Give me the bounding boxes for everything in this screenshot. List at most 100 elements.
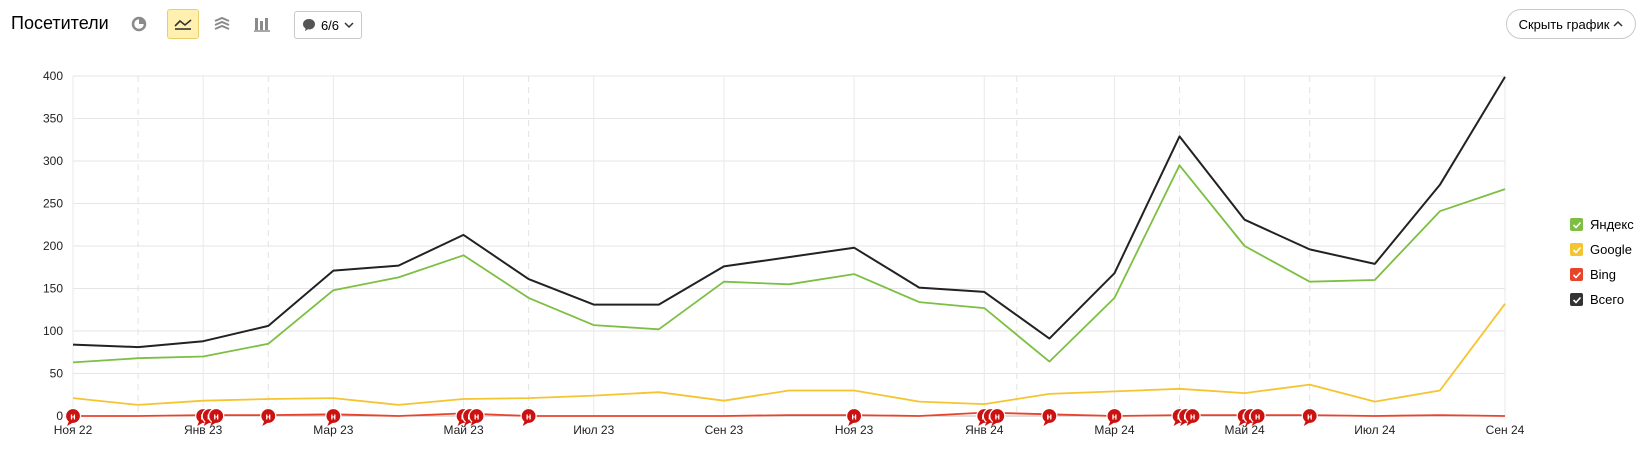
- note-marker-letter: н: [474, 412, 479, 422]
- note-marker-circle: [1184, 407, 1201, 425]
- line-chart-button[interactable]: [167, 9, 199, 39]
- x-tick-label: Ноя 23: [835, 423, 874, 437]
- pie-chart-button[interactable]: [123, 9, 155, 39]
- chevron-down-icon: [344, 22, 354, 29]
- legend-checkbox-total[interactable]: [1570, 293, 1583, 306]
- pie-chart-icon: [131, 16, 147, 32]
- note-marker-letter: н: [526, 412, 531, 422]
- y-tick-label: 200: [43, 239, 63, 253]
- note-marker-circle: [64, 407, 82, 425]
- note-marker-tail: [197, 421, 204, 426]
- y-tick-label: 350: [43, 112, 63, 126]
- hide-chart-button[interactable]: Скрыть график: [1506, 9, 1636, 39]
- line-chart-icon: [174, 19, 192, 30]
- note-marker-tail: [1186, 421, 1193, 426]
- note-marker-tail: [1303, 421, 1310, 426]
- note-marker-circle: [468, 407, 485, 425]
- legend-item-google[interactable]: Google: [1570, 237, 1634, 262]
- bar-chart-icon: [254, 18, 270, 32]
- checkmark-icon: [1572, 221, 1581, 229]
- series-line: [72, 76, 1506, 349]
- note-marker-tail: [984, 421, 991, 426]
- x-tick-label: Мар 23: [313, 423, 353, 437]
- y-tick-label: 100: [43, 324, 63, 338]
- y-tick-label: 250: [43, 197, 63, 211]
- y-tick-label: 150: [43, 282, 63, 296]
- chevron-up-icon: [1613, 20, 1623, 27]
- note-marker-circle: [989, 407, 1006, 425]
- note-marker-tail: [1180, 421, 1187, 426]
- legend-label: Bing: [1590, 267, 1617, 282]
- y-tick-label: 50: [50, 367, 64, 381]
- y-tick-label: 400: [43, 69, 63, 83]
- note-marker: н: [989, 407, 1006, 426]
- note-marker-circle: [845, 407, 863, 425]
- note-marker-letter: н: [1190, 412, 1195, 422]
- note-marker-letter: н: [1112, 412, 1117, 422]
- note-marker-circle: [1249, 407, 1266, 425]
- chart-svg: 0 50 100 150 200 250 300 350 400 Ноя 22 Янв 23 Мар…: [43, 69, 1525, 437]
- note-marker: н: [64, 407, 82, 426]
- note-marker: н: [208, 407, 225, 426]
- legend-checkbox-bing[interactable]: [1570, 268, 1583, 281]
- note-marker-tail: [327, 421, 334, 426]
- note-marker-tail: [203, 421, 210, 426]
- x-tick-label: Май 23: [443, 423, 484, 437]
- note-marker-tail: [1173, 421, 1180, 426]
- y-axis: 0 50 100 150 200 250 300 350 400: [43, 69, 63, 423]
- note-marker-tail: [1108, 421, 1115, 426]
- legend-checkbox-google[interactable]: [1570, 243, 1583, 256]
- x-axis: Ноя 22 Янв 23 Мар 23 Май 23 Июл 23 Сен 23 Ноя …: [54, 423, 1525, 437]
- comments-dropdown[interactable]: 6/6: [294, 11, 362, 39]
- note-marker-letter: н: [1307, 412, 1312, 422]
- x-tick-label: Июл 24: [1354, 423, 1395, 437]
- comment-icon: [302, 19, 315, 31]
- legend-item-bing[interactable]: Bing: [1570, 262, 1634, 287]
- note-marker-letter: н: [70, 412, 75, 422]
- legend-item-total[interactable]: Всего: [1570, 287, 1634, 312]
- note-marker: н: [520, 407, 537, 426]
- x-tick-label: Янв 23: [184, 423, 223, 437]
- note-marker-circle: [260, 407, 277, 425]
- note-marker-tail: [978, 421, 985, 426]
- x-tick-label: Мар 24: [1094, 423, 1134, 437]
- x-tick-label: Сен 24: [1486, 423, 1525, 437]
- series-line: [72, 303, 1506, 406]
- x-tick-label: Май 24: [1225, 423, 1266, 437]
- note-marker-circle: [208, 407, 225, 425]
- note-marker: н: [1041, 407, 1058, 426]
- note-marker: н: [1184, 407, 1201, 426]
- y-tick-label: 0: [56, 409, 63, 423]
- note-marker: н: [1249, 407, 1266, 426]
- legend-checkbox-yandex[interactable]: [1570, 218, 1583, 231]
- comments-count: 6/6: [320, 17, 340, 33]
- chart-note-markers: ннннннннннннннннннннннн: [64, 407, 1318, 426]
- chart-legend: Яндекс Google Bing Всего: [1570, 212, 1634, 312]
- bar-chart-button[interactable]: [246, 9, 278, 39]
- note-marker-letter: н: [851, 412, 856, 422]
- x-tick-label: Янв 24: [965, 423, 1004, 437]
- note-marker-circle: [1301, 407, 1318, 425]
- note-marker-tail: [848, 421, 855, 426]
- note-marker-letter: н: [213, 412, 218, 422]
- note-marker-circle: [325, 407, 342, 425]
- legend-item-yandex[interactable]: Яндекс: [1570, 212, 1634, 237]
- chart-grid: [72, 75, 1506, 417]
- series-line: [73, 411, 1506, 417]
- x-tick-label: Июл 23: [573, 423, 614, 437]
- note-marker-tail: [1251, 421, 1258, 426]
- legend-label: Google: [1590, 242, 1632, 257]
- note-marker-tail: [464, 421, 471, 426]
- checkmark-icon: [1572, 271, 1581, 279]
- page-title: Посетители: [11, 13, 109, 33]
- note-marker-letter: н: [331, 412, 336, 422]
- note-marker-tail: [457, 421, 464, 426]
- note-marker: н: [260, 407, 277, 426]
- hide-chart-label: Скрыть график: [1518, 16, 1610, 32]
- note-marker-tail: [210, 421, 217, 426]
- note-marker: н: [325, 407, 342, 426]
- stacked-area-button[interactable]: [206, 9, 238, 39]
- note-marker-letter: н: [995, 412, 1000, 422]
- note-marker-circle: [1041, 407, 1058, 425]
- chart-series: [72, 76, 1506, 417]
